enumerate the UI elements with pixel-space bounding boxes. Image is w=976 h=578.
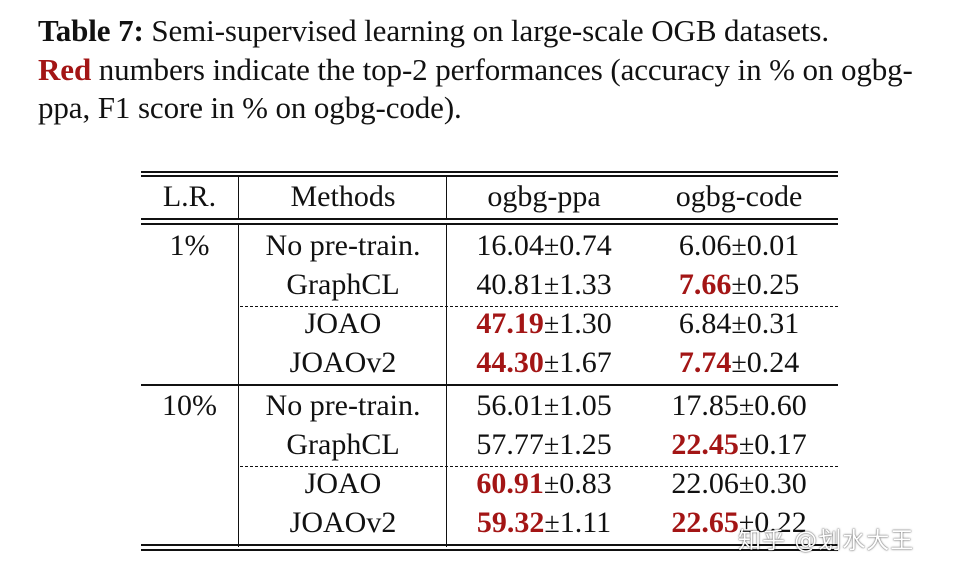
- std-value: 0.01: [746, 229, 800, 262]
- plus-minus-symbol: ±: [738, 430, 755, 461]
- std-value: 1.25: [559, 428, 612, 461]
- plus-minus-symbol: ±: [543, 231, 560, 262]
- mean-value: 56.01: [476, 389, 544, 422]
- mean-value: 44.30: [476, 346, 544, 379]
- mean-value: 7.74: [678, 346, 732, 379]
- plus-minus-symbol: ±: [738, 469, 755, 500]
- header-vline-2: [446, 175, 448, 220]
- method-cell: No pre-train.: [265, 389, 421, 422]
- method-cell: JOAOv2: [289, 346, 397, 379]
- result-cell: 56.01±1.05: [448, 389, 640, 424]
- body-vline-1: [238, 223, 240, 547]
- std-value: 1.67: [559, 346, 612, 379]
- result-cell: 40.81±1.33: [448, 268, 640, 303]
- header-vline-1: [238, 175, 240, 220]
- mean-value: 6.06: [678, 229, 732, 262]
- std-value: 0.30: [754, 467, 807, 500]
- std-value: 0.83: [559, 467, 612, 500]
- method-cell: JOAO: [304, 307, 382, 340]
- result-cell: 47.19±1.30: [448, 307, 640, 342]
- mean-value: 57.77: [476, 428, 544, 461]
- result-cell: 44.30±1.67: [448, 346, 640, 381]
- top-rule-inner: [141, 175, 838, 177]
- result-cell: 57.77±1.25: [448, 428, 640, 463]
- method-cell: GraphCL: [286, 268, 400, 301]
- result-cell: 16.04±0.74: [448, 229, 640, 264]
- result-cell: 22.65±0.22: [640, 506, 838, 541]
- plus-minus-symbol: ±: [731, 348, 747, 379]
- method-cell: JOAOv2: [289, 506, 397, 539]
- plus-minus-symbol: ±: [738, 391, 755, 422]
- mean-value: 16.04: [476, 229, 544, 262]
- lr-cell: 10%: [162, 389, 217, 422]
- top-rule: [141, 171, 838, 173]
- std-value: 1.30: [559, 307, 612, 340]
- dashed-separator-1: [240, 306, 838, 307]
- header-cell: Methods: [290, 180, 396, 213]
- caption-rest: numbers indicate the top-2 performances …: [38, 51, 913, 126]
- plus-minus-symbol: ±: [544, 508, 560, 539]
- result-cell: 7.74±0.24: [640, 346, 838, 381]
- header-rule-inner: [141, 223, 838, 225]
- result-cell: 59.32±1.11: [448, 506, 640, 541]
- caption-line1: Semi-supervised learning on large-scale …: [143, 13, 830, 48]
- watermark: 知乎 @划水大王: [738, 528, 915, 554]
- plus-minus-symbol: ±: [543, 270, 560, 301]
- std-value: 0.60: [754, 389, 807, 422]
- std-value: 0.74: [559, 229, 612, 262]
- result-cell: 22.06±0.30: [640, 467, 838, 502]
- header-rule: [141, 218, 838, 220]
- mean-value: 40.81: [476, 268, 544, 301]
- result-cell: 60.91±0.83: [448, 467, 640, 502]
- std-value: 1.11: [559, 506, 612, 539]
- std-value: 0.25: [746, 268, 800, 301]
- std-value: 0.17: [754, 428, 807, 461]
- result-cell: 6.06±0.01: [640, 229, 838, 264]
- plus-minus-symbol: ±: [543, 430, 560, 461]
- mean-value: 59.32: [476, 506, 545, 539]
- plus-minus-symbol: ±: [543, 391, 560, 422]
- result-cell: 22.45±0.17: [640, 428, 838, 463]
- mean-value: 7.66: [678, 268, 732, 301]
- result-cell: 7.66±0.25: [640, 268, 838, 303]
- plus-minus-symbol: ±: [543, 309, 560, 340]
- method-cell: No pre-train.: [265, 229, 421, 262]
- std-value: 0.31: [746, 307, 800, 340]
- bottom-rule-inner: [141, 549, 838, 551]
- header-cell: ogbg-code: [675, 180, 803, 213]
- caption-label: Table 7:: [38, 13, 144, 48]
- body-vline-2: [446, 223, 448, 547]
- plus-minus-symbol: ±: [543, 469, 560, 500]
- bottom-rule: [141, 544, 838, 546]
- method-cell: JOAO: [304, 467, 382, 500]
- std-value: 1.33: [559, 268, 612, 301]
- std-value: 0.22: [754, 506, 807, 539]
- mean-value: 6.84: [678, 307, 732, 340]
- result-cell: 17.85±0.60: [640, 389, 838, 424]
- result-cell: 6.84±0.31: [640, 307, 838, 342]
- plus-minus-symbol: ±: [543, 348, 560, 379]
- group-rule: [141, 384, 838, 386]
- lr-cell: 1%: [169, 229, 210, 262]
- mean-value: 47.19: [476, 307, 544, 340]
- mean-value: 60.91: [476, 467, 544, 500]
- header-cell: ogbg-ppa: [487, 180, 601, 213]
- header-cell: L.R.: [162, 180, 217, 213]
- std-value: 0.24: [746, 346, 800, 379]
- mean-value: 22.45: [671, 428, 739, 461]
- mean-value: 17.85: [671, 389, 739, 422]
- std-value: 1.05: [559, 389, 612, 422]
- table-caption: Table 7: Semi-supervised learning on lar…: [38, 12, 948, 128]
- plus-minus-symbol: ±: [731, 309, 747, 340]
- mean-value: 22.65: [671, 506, 739, 539]
- plus-minus-symbol: ±: [738, 508, 755, 539]
- caption-red-word: Red: [38, 51, 92, 87]
- plus-minus-symbol: ±: [731, 270, 747, 301]
- method-cell: GraphCL: [286, 428, 400, 461]
- mean-value: 22.06: [671, 467, 739, 500]
- dashed-separator-2: [240, 466, 838, 467]
- plus-minus-symbol: ±: [731, 231, 747, 262]
